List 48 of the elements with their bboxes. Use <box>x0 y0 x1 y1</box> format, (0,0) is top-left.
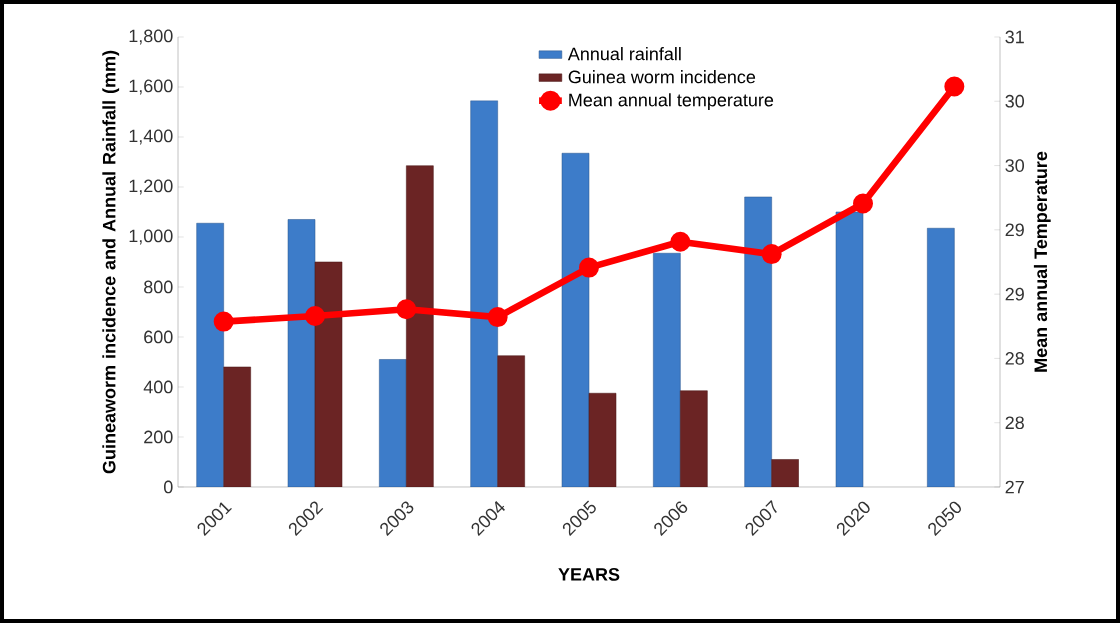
y-tick-label: 1,200 <box>129 179 173 195</box>
y-tick-label: 200 <box>144 430 173 444</box>
y-tick-label: 1,600 <box>129 79 173 95</box>
y2-tick-label: 29 <box>1005 223 1024 237</box>
legend-label: Annual rainfall <box>567 47 681 61</box>
bar <box>406 165 434 487</box>
y-tick-label: 1,400 <box>129 129 173 145</box>
bar <box>561 152 590 487</box>
y-tick-label: 1,000 <box>129 229 173 245</box>
y2-tick-label: 31 <box>1005 30 1024 44</box>
y-tick-label: 400 <box>143 380 173 394</box>
point <box>305 305 326 326</box>
y-axis-title: Guineaworm incidence and Annual Rainfall (mm) <box>102 50 120 474</box>
bar <box>287 219 316 487</box>
bar <box>680 390 708 487</box>
point <box>396 299 417 320</box>
point <box>579 257 600 278</box>
point <box>487 307 508 328</box>
legend-label: Mean annual temperature <box>569 93 774 110</box>
y2-tick-label: 30 <box>1005 94 1025 108</box>
point <box>944 76 965 97</box>
y2-tick-label: 29 <box>1005 287 1024 301</box>
point <box>213 311 234 332</box>
y2-axis-title: Mean annual Temperature <box>1033 151 1051 372</box>
point <box>670 231 691 252</box>
y2-tick-label: 30 <box>1005 159 1025 172</box>
bar <box>771 459 799 487</box>
bar <box>588 392 617 487</box>
y2-tick-label: 28 <box>1005 352 1024 365</box>
point <box>853 193 874 214</box>
bar <box>653 252 681 487</box>
y2-tick-label: 27 <box>1005 480 1024 494</box>
y-tick-label: 1,800 <box>129 29 173 45</box>
x-axis-title: YEARS <box>558 568 620 581</box>
bar <box>196 222 224 487</box>
bar <box>497 355 525 487</box>
bar <box>835 211 864 487</box>
bar <box>744 196 772 487</box>
bar <box>470 100 498 487</box>
bar <box>223 366 251 487</box>
y-tick-label: 0 <box>164 480 173 494</box>
y-tick-label: 600 <box>144 330 173 344</box>
point <box>761 244 782 265</box>
bar <box>927 227 955 487</box>
legend-label: Guinea worm incidence <box>568 70 756 84</box>
y-tick-label: 800 <box>144 280 173 294</box>
y2-tick-label: 28 <box>1005 416 1024 430</box>
bar <box>379 359 407 487</box>
